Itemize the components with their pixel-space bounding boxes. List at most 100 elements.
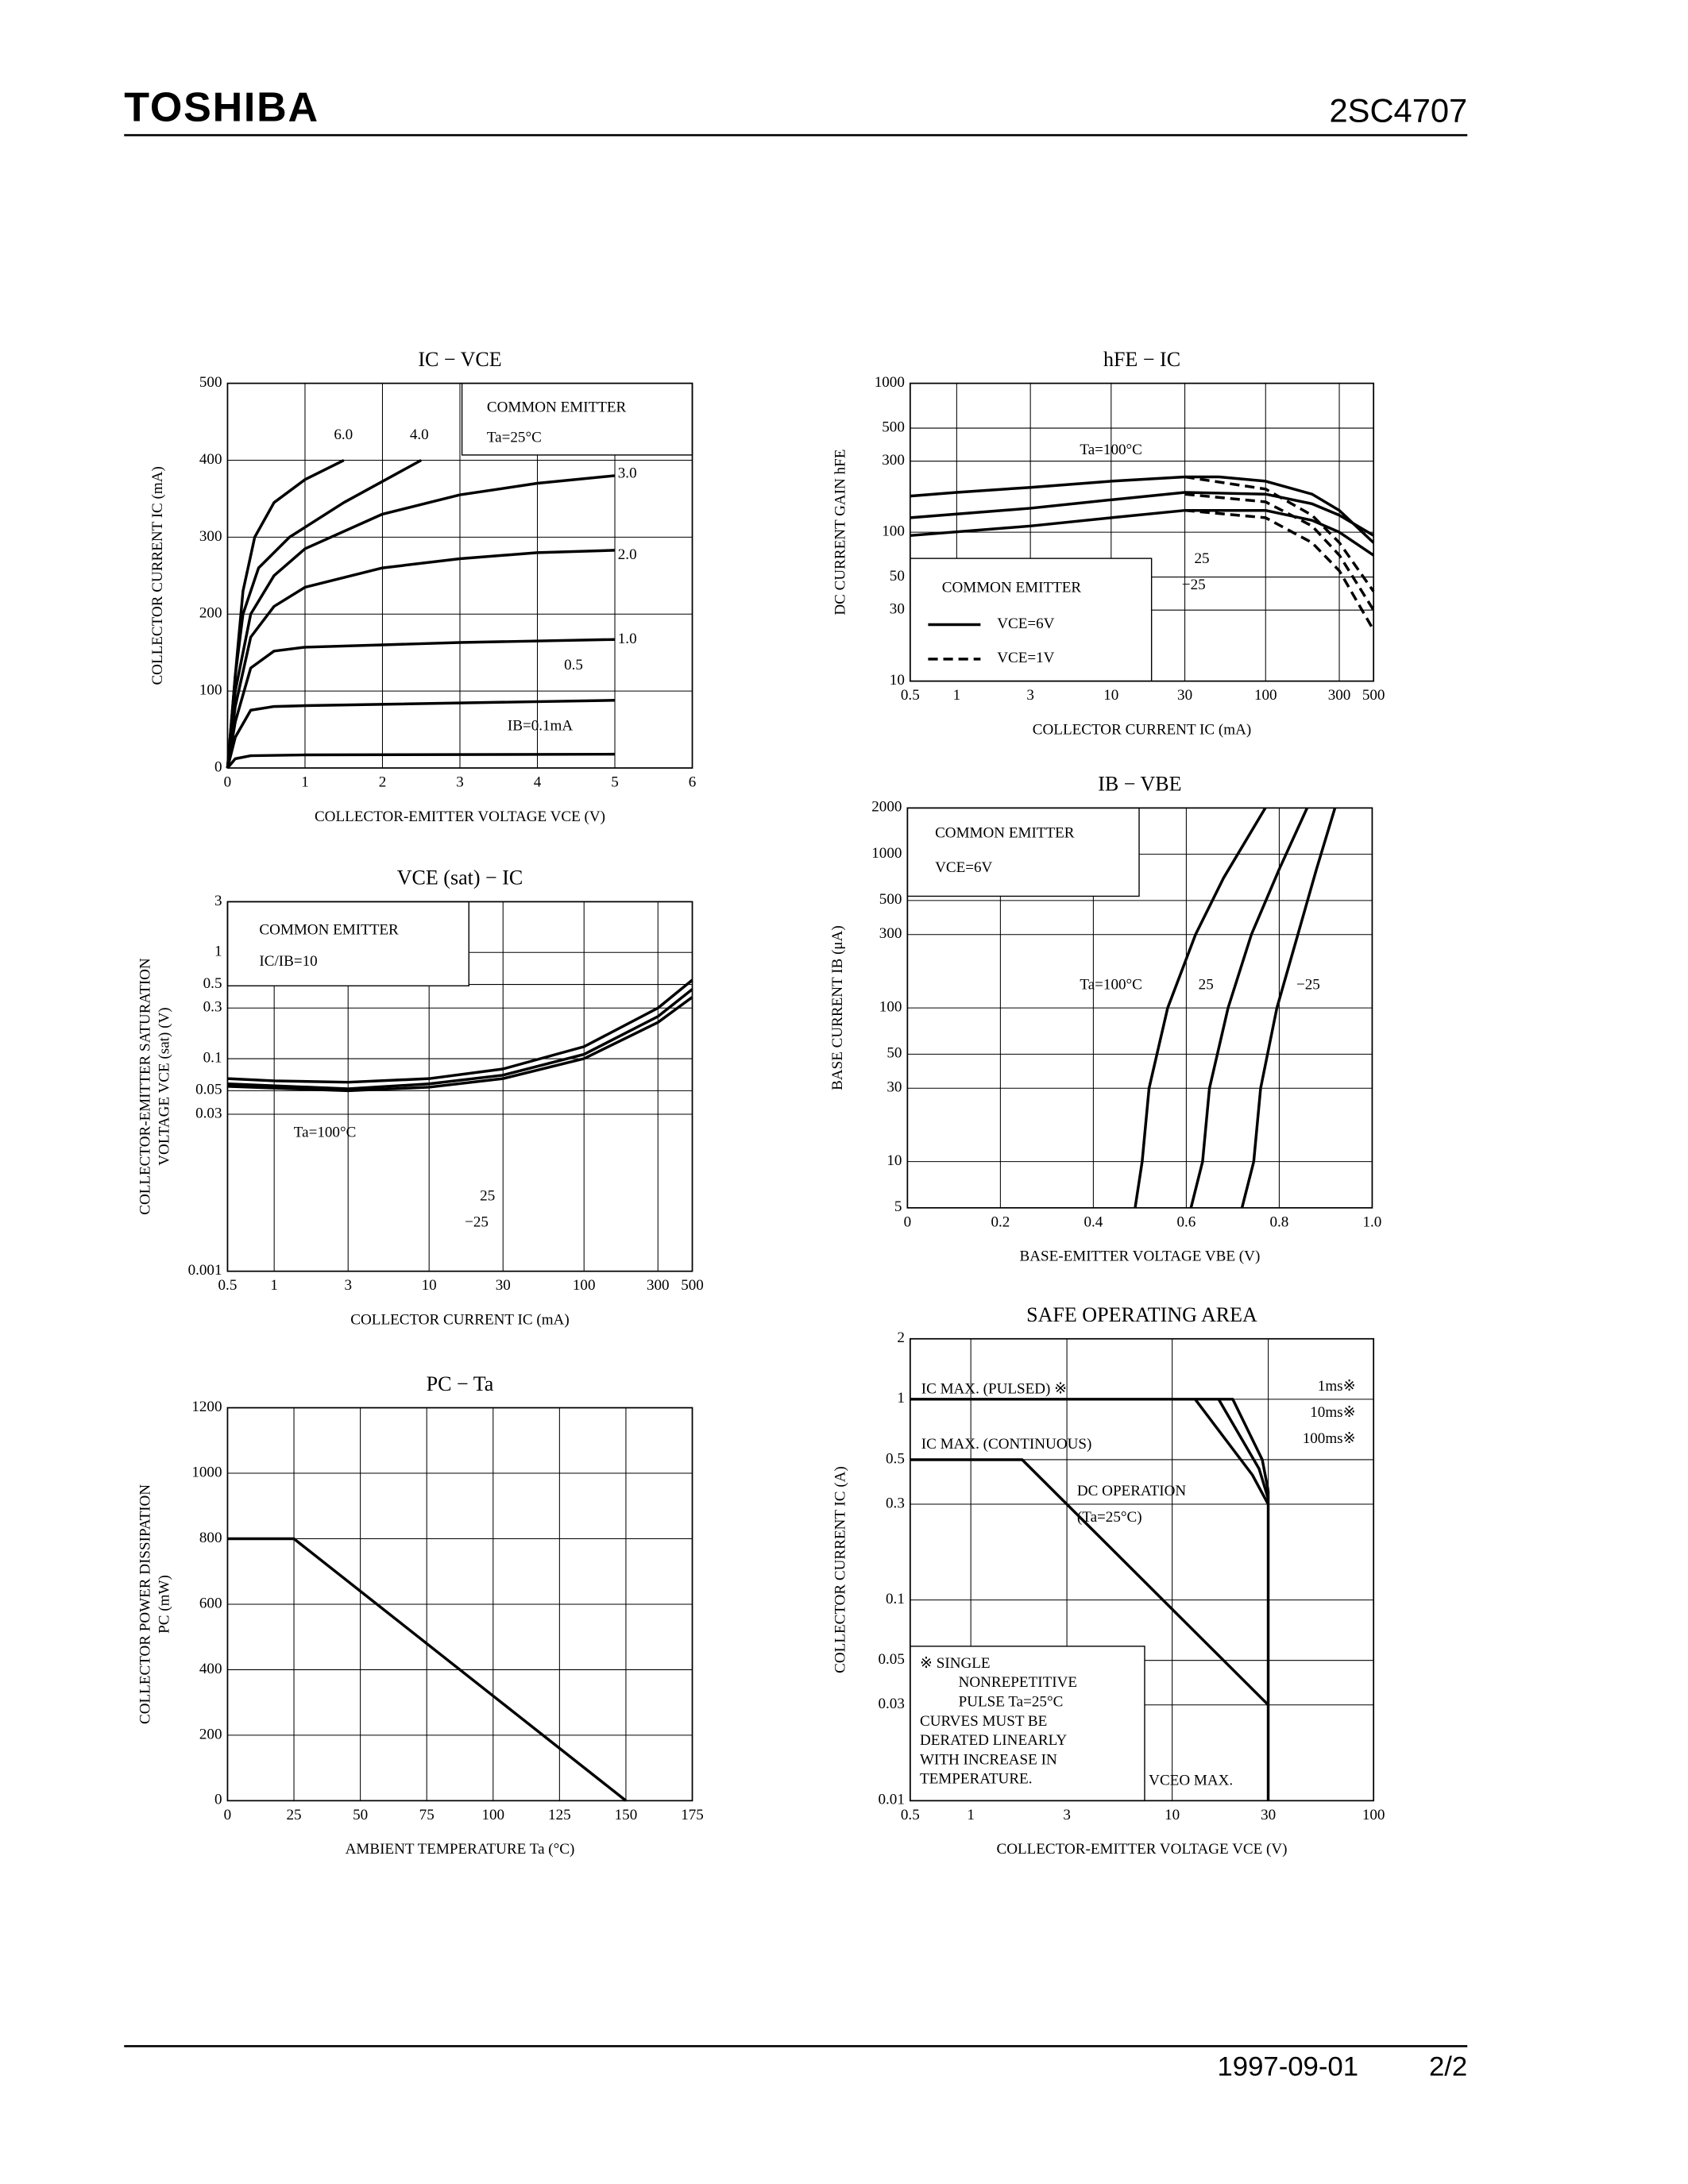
- y-tick-label: 0: [214, 1792, 222, 1808]
- y-tick-label: 400: [199, 451, 222, 468]
- curve: [1184, 492, 1375, 612]
- x-tick-label: 1: [967, 1807, 975, 1823]
- x-tick-label: 300: [647, 1277, 670, 1294]
- curve-label: 25: [1199, 977, 1214, 994]
- curve: [1194, 1398, 1270, 1505]
- x-tick-label: 1: [953, 687, 961, 704]
- curve: [226, 638, 615, 769]
- x-tick-label: 175: [681, 1807, 704, 1823]
- x-tick-label: 6: [689, 774, 697, 790]
- curve: [226, 474, 616, 769]
- x-tick-label: 25: [287, 1807, 302, 1823]
- x-tick-label: 0.5: [901, 1807, 920, 1823]
- y-tick-label: 500: [199, 374, 222, 391]
- y-axis-label: COLLECTOR-EMITTER SATURATION: [137, 958, 153, 1215]
- plot-frame: [909, 382, 1375, 682]
- x-tick-label: 50: [353, 1807, 368, 1823]
- y-tick-label: 50: [890, 568, 905, 585]
- y-tick-label: 2000: [871, 799, 902, 816]
- y-tick-label: 0.05: [195, 1082, 222, 1098]
- curve-label: 0.5: [564, 657, 583, 673]
- y-tick-label: 0.03: [878, 1696, 904, 1712]
- curve: [226, 549, 616, 769]
- x-tick-label: 75: [419, 1807, 435, 1823]
- chart-title: IC − VCE: [418, 348, 501, 371]
- annotation-panel: [226, 901, 469, 987]
- y-tick-label: 3: [214, 893, 222, 909]
- x-tick-label: 0.5: [218, 1277, 238, 1294]
- x-axis-label: AMBIENT TEMPERATURE Ta (°C): [346, 1841, 575, 1858]
- x-axis-label: COLLECTOR-EMITTER VOLTAGE VCE (V): [315, 808, 605, 825]
- curve: [227, 1537, 628, 1802]
- curve-label: Ta=100°C: [1080, 442, 1142, 458]
- x-tick-label: 500: [681, 1277, 704, 1294]
- chart-title: PC − Ta: [427, 1372, 494, 1395]
- curve-label: 2.0: [618, 546, 637, 563]
- x-tick-label: 5: [611, 774, 619, 790]
- plot-frame: [226, 382, 693, 769]
- annotation: NONREPETITIVE: [959, 1674, 1077, 1691]
- footer-page: 2/2: [1429, 2051, 1467, 2082]
- x-tick-label: 100: [1362, 1807, 1385, 1823]
- x-tick-label: 0.4: [1083, 1214, 1103, 1230]
- curve: [227, 996, 693, 1093]
- x-tick-label: 3: [344, 1277, 352, 1294]
- y-tick-label: 0.3: [886, 1495, 905, 1511]
- y-tick-label: 1000: [875, 374, 905, 391]
- y-tick-label: 0.01: [878, 1792, 904, 1808]
- annotation-panel: [910, 558, 1153, 682]
- annotation: CURVES MUST BE: [920, 1713, 1047, 1730]
- curve: [226, 458, 423, 769]
- x-tick-label: 125: [548, 1807, 571, 1823]
- x-axis-label: COLLECTOR CURRENT IC (mA): [1033, 722, 1251, 739]
- curve-label: 1ms※: [1318, 1378, 1356, 1395]
- y-tick-label: 10: [886, 1152, 902, 1169]
- annotation: COMMON EMITTER: [942, 580, 1082, 596]
- y-tick-label: 0.1: [886, 1591, 905, 1607]
- y-tick-label: 300: [879, 925, 902, 942]
- x-tick-label: 4: [534, 774, 542, 790]
- y-tick-label: 0: [214, 758, 222, 775]
- y-tick-label: 30: [890, 601, 905, 618]
- x-tick-label: 0.2: [991, 1214, 1010, 1230]
- y-tick-label: 1000: [191, 1464, 222, 1480]
- y-tick-label: 1000: [871, 845, 902, 862]
- x-tick-label: 0: [224, 774, 232, 790]
- y-tick-label: 1: [897, 1390, 905, 1406]
- y-tick-label: 400: [199, 1661, 222, 1677]
- curve: [910, 1398, 1270, 1491]
- plot-frame: [226, 1406, 693, 1802]
- curve-label: −25: [1182, 577, 1206, 593]
- curve-label: 3.0: [618, 465, 637, 482]
- curve: [1240, 807, 1337, 1209]
- curve-label: 25: [1194, 550, 1209, 567]
- curve: [1134, 807, 1267, 1209]
- curve-label: VCEO MAX.: [1149, 1772, 1233, 1788]
- curve: [1184, 508, 1375, 631]
- annotation: COMMON EMITTER: [935, 825, 1075, 842]
- y-tick-label: 0.001: [188, 1262, 222, 1279]
- y-tick-label: 0.5: [203, 975, 222, 992]
- curve-label: 100ms※: [1303, 1430, 1356, 1447]
- y-tick-label: 0.05: [878, 1651, 904, 1668]
- x-tick-label: 1: [301, 774, 309, 790]
- curve: [910, 1458, 1269, 1706]
- chart-title: hFE − IC: [1103, 348, 1180, 371]
- annotation: PULSE Ta=25°C: [959, 1693, 1064, 1710]
- y-tick-label: 300: [882, 452, 905, 469]
- y-tick-label: 800: [199, 1530, 222, 1546]
- x-tick-label: 0: [224, 1807, 232, 1823]
- x-tick-label: 500: [1362, 687, 1385, 704]
- x-tick-label: 100: [481, 1807, 504, 1823]
- annotation: IC/IB=10: [259, 953, 317, 970]
- y-axis-label: PC (mW): [156, 1575, 173, 1634]
- x-tick-label: 30: [496, 1277, 511, 1294]
- x-tick-label: 30: [1261, 1807, 1276, 1823]
- y-axis-label: DC CURRENT GAIN hFE: [832, 450, 848, 615]
- annotation-panel: [910, 1646, 1145, 1802]
- y-tick-label: 30: [886, 1079, 902, 1096]
- curve-label: 10ms※: [1310, 1404, 1355, 1421]
- y-axis-label: VOLTAGE VCE (sat) (V): [156, 1007, 173, 1165]
- y-axis-label: BASE CURRENT IB (μA): [829, 925, 846, 1090]
